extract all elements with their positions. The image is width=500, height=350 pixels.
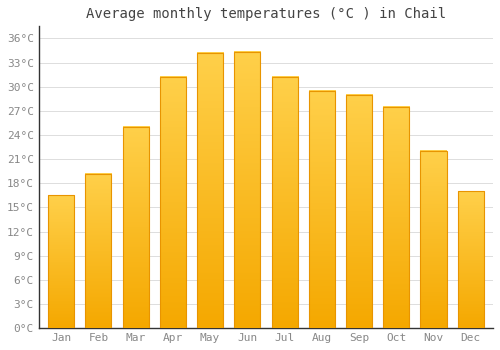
Bar [346, 95, 372, 328]
Bar [458, 191, 483, 328]
Bar [86, 174, 112, 328]
Bar [383, 107, 409, 328]
Bar [420, 151, 446, 328]
Bar [197, 53, 223, 328]
Bar [160, 77, 186, 328]
Title: Average monthly temperatures (°C ) in Chail: Average monthly temperatures (°C ) in Ch… [86, 7, 446, 21]
Bar [308, 91, 335, 328]
Bar [48, 195, 74, 328]
Bar [272, 77, 297, 328]
Bar [234, 52, 260, 328]
Bar [122, 127, 148, 328]
